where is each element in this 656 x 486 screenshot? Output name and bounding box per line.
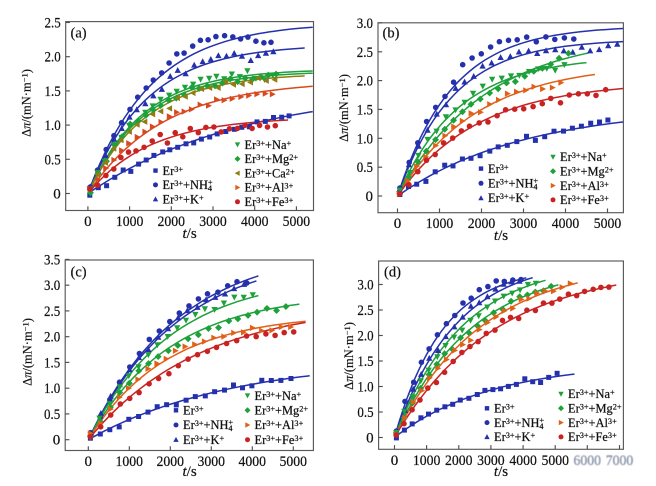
svg-text:4000: 4000 [239,454,267,470]
svg-text:2.0: 2.0 [357,74,373,90]
svg-text:Er3++NH4+: Er3++NH4+ [494,416,544,431]
svg-text:Er3++Fe3+: Er3++Fe3+ [560,193,609,207]
svg-text:0: 0 [366,189,374,205]
svg-text:Er3++Na+: Er3++Na+ [255,389,302,403]
svg-text:t/s: t/s [494,464,508,480]
svg-text:Δπ/(mN·m−1): Δπ/(mN·m−1) [342,322,356,390]
svg-text:Er3+: Er3+ [488,162,509,176]
svg-text:1.0: 1.0 [44,381,60,397]
svg-text:Er3++Na+: Er3++Na+ [568,387,615,401]
svg-text:0: 0 [85,454,93,470]
svg-text:1.5: 1.5 [45,84,61,100]
svg-text:Er3++Fe3+: Er3++Fe3+ [255,433,304,447]
svg-text:1.5: 1.5 [44,355,60,371]
svg-text:3.0: 3.0 [357,278,373,294]
svg-text:5000: 5000 [280,454,308,470]
svg-text:Er3++Al3+: Er3++Al3+ [245,181,294,195]
svg-text:Er3++Na+: Er3++Na+ [245,138,292,152]
svg-text:2.5: 2.5 [44,304,60,320]
svg-text:0.5: 0.5 [357,405,373,421]
svg-text:3000: 3000 [510,216,538,232]
svg-text:Er3++NH4+: Er3++NH4+ [488,176,538,191]
svg-text:2000: 2000 [445,453,473,469]
svg-text:(a): (a) [71,26,87,42]
svg-text:2.5: 2.5 [357,45,373,61]
svg-text:5000: 5000 [541,453,569,469]
svg-text:7000: 7000 [606,453,634,469]
svg-text:Er3++Al3+: Er3++Al3+ [255,418,304,432]
svg-text:1000: 1000 [426,216,454,232]
svg-text:0.5: 0.5 [44,407,60,423]
svg-text:Er3++Mg2+: Er3++Mg2+ [245,152,299,166]
svg-text:Er3++Mg2+: Er3++Mg2+ [568,402,622,416]
svg-text:1.5: 1.5 [357,102,373,118]
svg-text:Δπ/(mN·m−1): Δπ/(mN·m−1) [337,74,351,142]
svg-text:2000: 2000 [157,454,185,470]
svg-text:3000: 3000 [198,454,226,470]
svg-text:Er3++Fe3+: Er3++Fe3+ [245,195,294,209]
svg-text:0: 0 [391,453,399,469]
svg-text:2.5: 2.5 [357,303,373,319]
svg-text:Er3++Mg2+: Er3++Mg2+ [255,404,309,418]
svg-text:Er3++Fe3+: Er3++Fe3+ [568,430,617,444]
svg-text:3.0: 3.0 [357,16,373,32]
svg-text:0.5: 0.5 [357,160,373,176]
svg-text:2.0: 2.0 [44,330,60,346]
svg-text:Er3++K+: Er3++K+ [163,192,204,206]
svg-text:0.5: 0.5 [45,152,61,168]
svg-text:Er3++Na+: Er3++Na+ [560,150,607,164]
svg-text:2000: 2000 [468,216,496,232]
svg-text:0: 0 [366,431,374,447]
svg-text:0: 0 [53,187,61,203]
svg-text:Er3++K+: Er3++K+ [494,430,535,444]
svg-text:0: 0 [53,433,61,449]
svg-text:2000: 2000 [158,214,186,230]
svg-text:(d): (d) [384,265,401,281]
svg-text:1000: 1000 [116,454,144,470]
svg-text:4000: 4000 [241,214,269,230]
svg-text:3.5: 3.5 [44,252,60,268]
svg-text:0: 0 [84,214,92,230]
svg-text:4000: 4000 [509,453,537,469]
svg-text:0: 0 [394,216,402,232]
svg-text:Δπ/(mN·m−1): Δπ/(mN·m−1) [21,318,35,386]
svg-text:1000: 1000 [116,214,144,230]
svg-text:Er3+: Er3+ [163,164,184,178]
svg-text:5000: 5000 [283,214,311,230]
svg-text:1.0: 1.0 [357,131,373,147]
svg-text:2.0: 2.0 [45,50,61,66]
svg-text:1000: 1000 [413,453,441,469]
svg-text:4000: 4000 [552,216,580,232]
svg-text:1.0: 1.0 [357,380,373,396]
svg-text:Er3++K+: Er3++K+ [183,433,224,447]
svg-text:t/s: t/s [183,464,197,480]
svg-text:(b): (b) [383,26,400,42]
svg-text:2.5: 2.5 [45,16,61,32]
svg-text:Er3++K+: Er3++K+ [488,191,529,205]
svg-text:Er3+: Er3+ [494,402,515,416]
svg-text:5000: 5000 [594,216,622,232]
svg-text:t/s: t/s [183,226,197,242]
svg-text:3000: 3000 [477,453,505,469]
svg-text:Δπ/(mN·m−1): Δπ/(mN·m−1) [20,69,34,137]
svg-text:t/s: t/s [494,228,508,244]
svg-text:Er3+: Er3+ [183,404,204,418]
svg-text:Er3++NH4+: Er3++NH4+ [183,418,233,433]
svg-text:6000: 6000 [574,453,602,469]
svg-text:(c): (c) [71,265,87,281]
svg-text:3000: 3000 [199,214,227,230]
svg-text:Er3++Al3+: Er3++Al3+ [568,416,617,430]
svg-text:Er3++Mg2+: Er3++Mg2+ [560,164,614,178]
svg-text:Er3++Al3+: Er3++Al3+ [560,179,609,193]
svg-text:Er3++NH4+: Er3++NH4+ [163,178,213,193]
svg-text:2.0: 2.0 [357,329,373,345]
svg-text:Er3++Ca2+: Er3++Ca2+ [245,166,295,180]
svg-text:1.0: 1.0 [45,118,61,134]
svg-text:1.5: 1.5 [357,354,373,370]
svg-text:3.0: 3.0 [44,278,60,294]
